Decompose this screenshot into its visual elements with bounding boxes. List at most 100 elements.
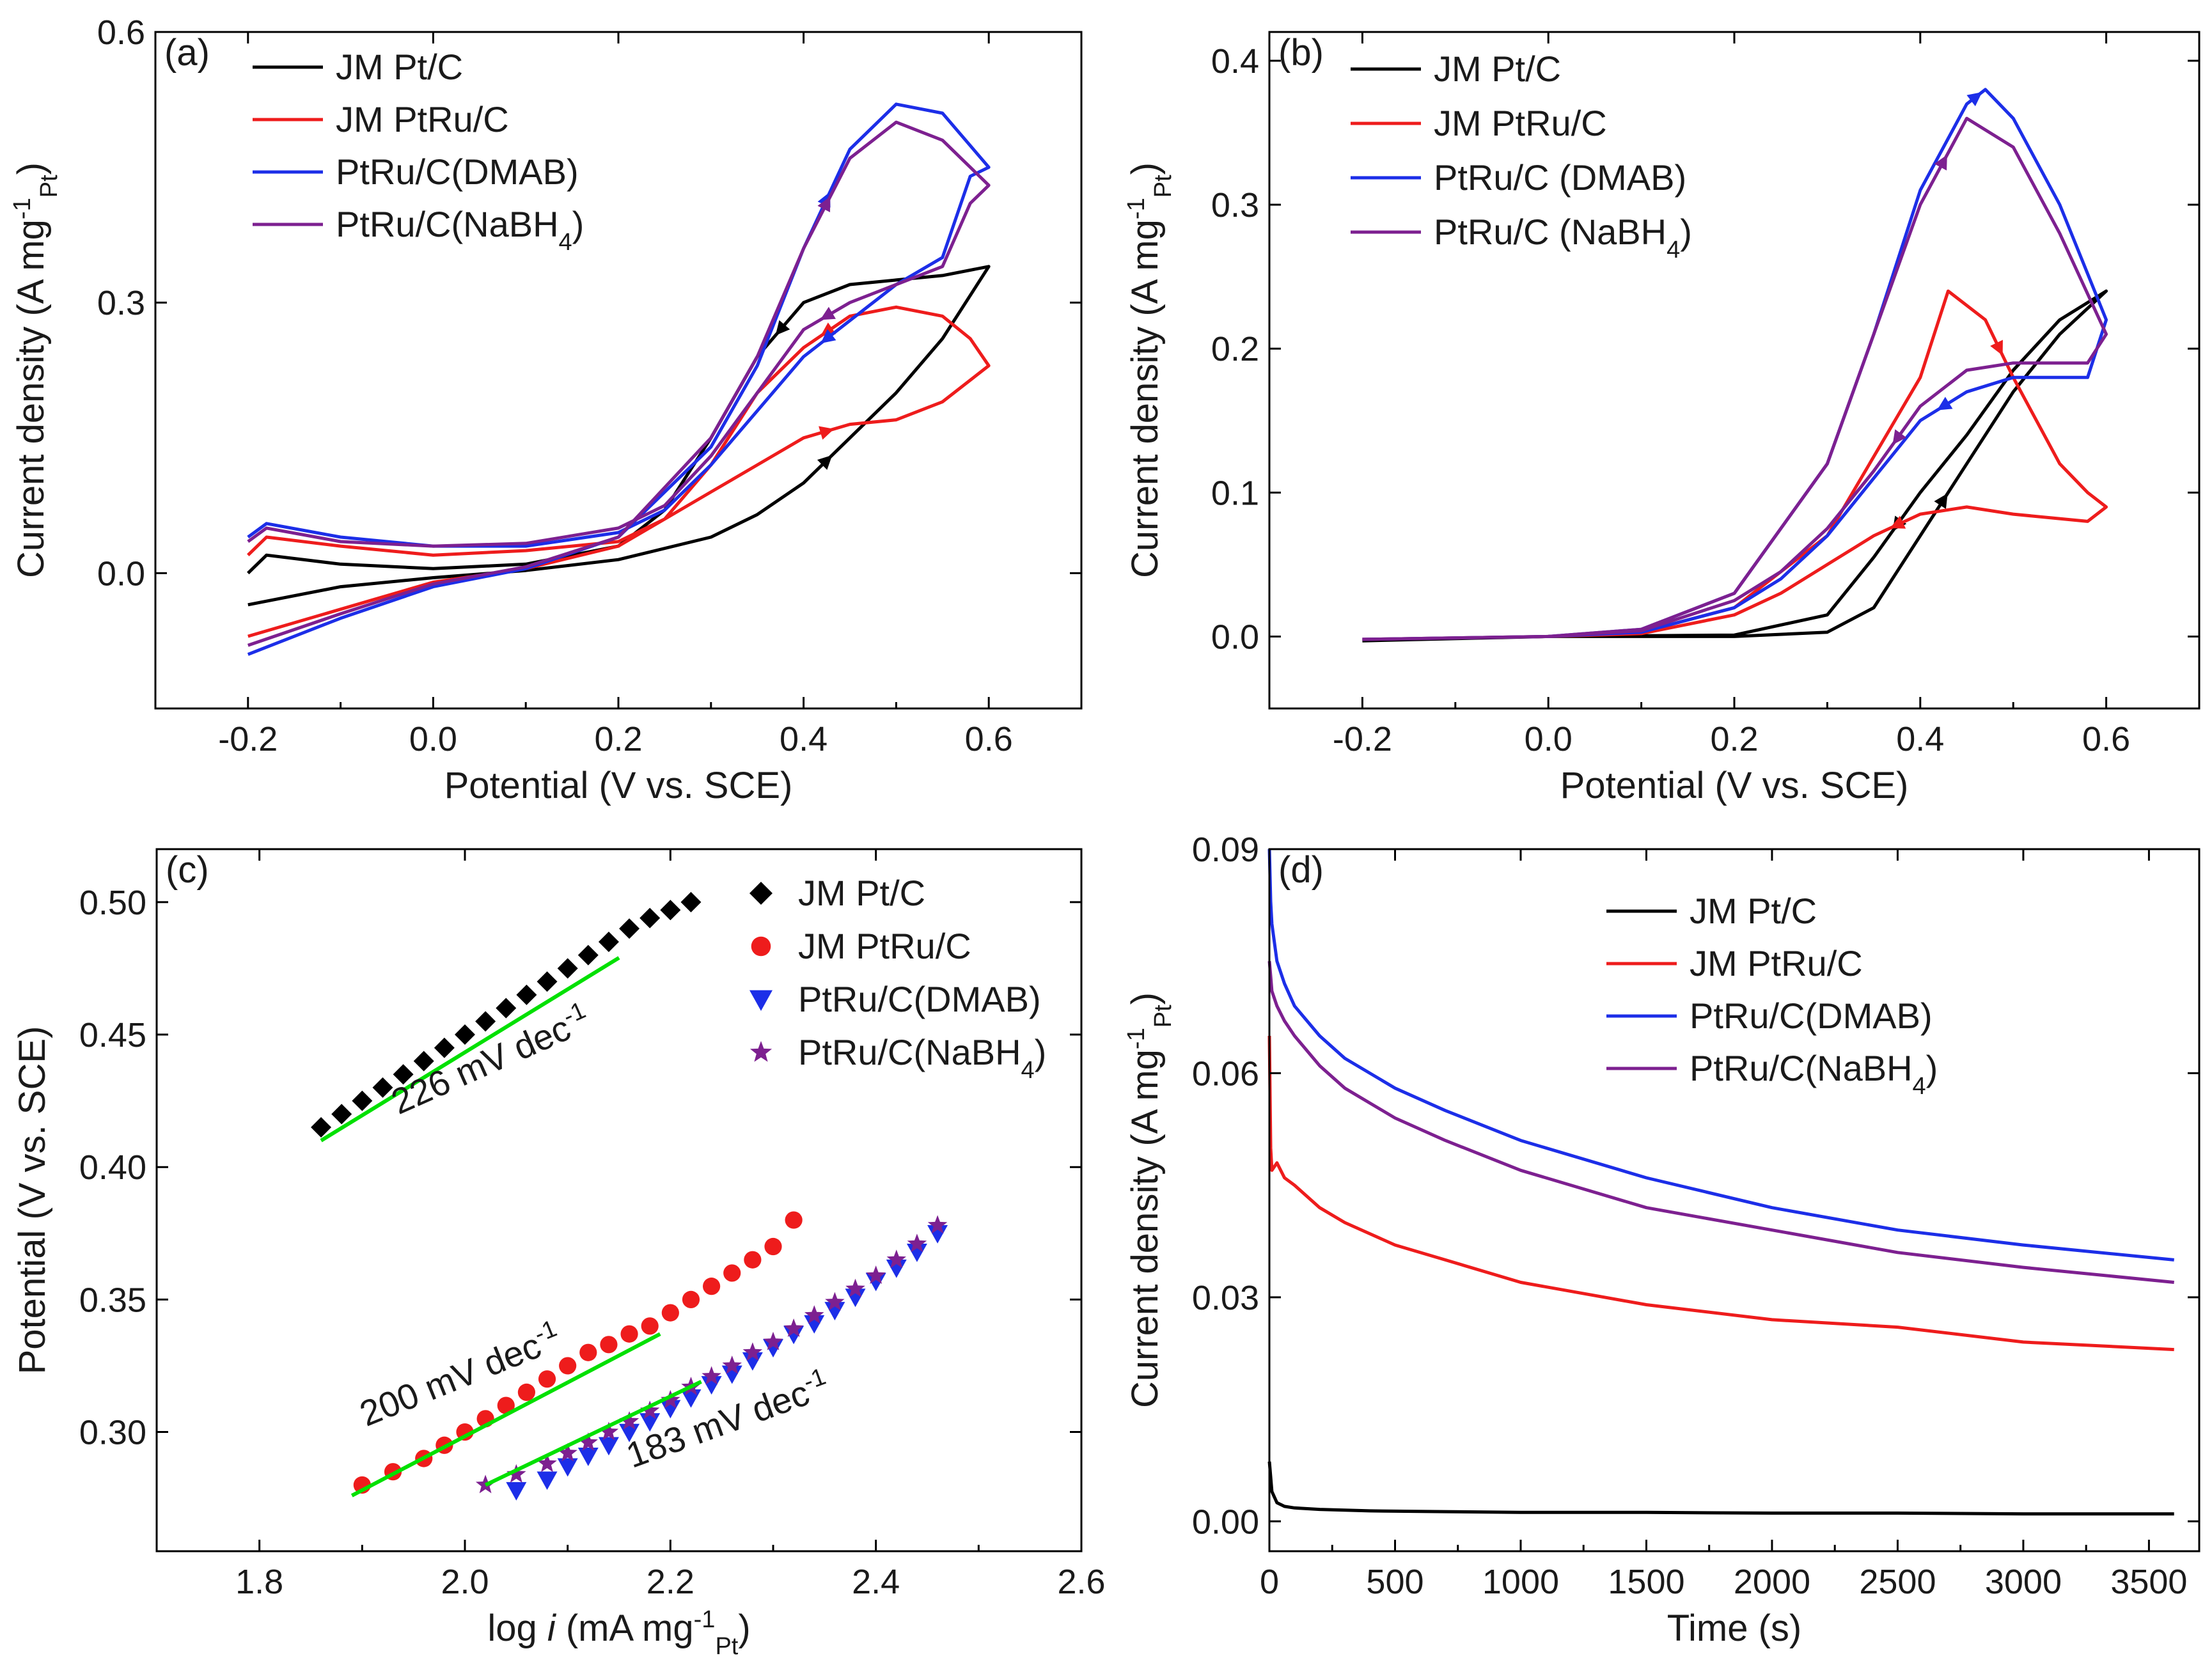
data-point <box>537 1471 558 1490</box>
y-axis-title: Current density (A mg-1Pt) <box>9 162 63 578</box>
data-point <box>577 1448 599 1466</box>
panel-label: (d) <box>1278 849 1324 891</box>
data-point <box>558 1443 577 1462</box>
y-title-main: Current density (A mg <box>1124 1049 1166 1408</box>
label-main: PtRu/C(DMAB) <box>798 979 1041 1019</box>
data-point <box>660 900 681 921</box>
label-main: PtRu/C (DMAB) <box>1434 157 1686 198</box>
x-tick-label: 3500 <box>2110 1563 2187 1601</box>
label-main: JM Pt/C <box>1434 49 1561 89</box>
direction-arrow <box>1890 515 1906 529</box>
data-point <box>311 1117 332 1138</box>
panel-label: (b) <box>1278 32 1324 74</box>
series-line <box>1362 289 2108 641</box>
label-sub: 4 <box>1021 1057 1035 1084</box>
y-title-end: ) <box>1124 992 1166 1005</box>
x-title-sup: -1 <box>694 1606 716 1633</box>
y-tick-label: 0.09 <box>1192 831 1259 869</box>
x-tick-label: -0.2 <box>1333 720 1392 758</box>
label-main: PtRu/C(NaBH <box>1690 1048 1913 1088</box>
label-end: ) <box>1926 1048 1938 1088</box>
data-point <box>506 1482 527 1501</box>
data-point <box>751 936 771 957</box>
data-point <box>599 1421 619 1441</box>
label-end: ) <box>572 204 584 244</box>
data-point <box>865 1272 886 1292</box>
label-end: ) <box>1035 1032 1047 1072</box>
data-point <box>620 1325 638 1343</box>
y-axis-title: Current density (A mg-1Pt) <box>1123 162 1177 578</box>
x-tick-label: 0.6 <box>965 720 1013 758</box>
data-point <box>537 971 558 992</box>
series-line <box>1267 1035 2174 1352</box>
data-point <box>749 882 773 905</box>
data-point <box>763 1339 783 1357</box>
x-tick-label: 1.8 <box>235 1563 283 1601</box>
data-point <box>393 1064 414 1085</box>
legend-label: JM PtRu/C <box>798 926 971 966</box>
data-point <box>577 944 599 966</box>
data-point <box>434 1037 455 1058</box>
y-tick-label: 0.0 <box>1211 618 1259 656</box>
data-point <box>619 918 640 939</box>
x-tick-label: 2.2 <box>647 1563 694 1601</box>
direction-arrow <box>1892 429 1907 445</box>
data-point <box>660 1400 681 1419</box>
data-point <box>680 891 702 912</box>
panel-a: -0.2 0.0 0.2 0.4 0.6 0.0 0.3 0.6 (a) Potential (V… <box>9 13 1083 806</box>
direction-arrow <box>819 426 835 440</box>
direction-arrow <box>817 196 831 212</box>
label-main: PtRu/C(NaBH <box>798 1032 1021 1072</box>
data-point <box>506 1464 526 1483</box>
series-line <box>1267 849 2174 1262</box>
panel-label: (c) <box>166 849 209 891</box>
y-tick-label: 0.30 <box>79 1414 146 1452</box>
data-point <box>866 1265 886 1284</box>
data-point <box>559 1357 577 1375</box>
data-point <box>641 1317 659 1335</box>
direction-arrow <box>817 455 833 470</box>
data-point <box>703 1278 721 1295</box>
data-point <box>475 1011 496 1032</box>
panel-label: (a) <box>164 32 210 74</box>
x-tick-label: 2.4 <box>852 1563 900 1601</box>
y-tick-label: 0.1 <box>1211 474 1259 512</box>
data-point <box>579 1343 597 1361</box>
data-point <box>537 1453 557 1473</box>
data-point <box>804 1305 824 1324</box>
series-line <box>1362 289 2108 643</box>
y-tick-label: 0.03 <box>1192 1279 1259 1317</box>
series-line <box>1267 1461 2174 1516</box>
x-tick-label: 0.2 <box>594 720 642 758</box>
x-tick-label: 1500 <box>1608 1563 1684 1601</box>
data-point <box>824 1302 845 1320</box>
x-tick-label: 500 <box>1366 1563 1424 1601</box>
data-point <box>517 1383 536 1401</box>
y-title-sub: Pt <box>36 175 63 198</box>
y-title-sub: Pt <box>1150 175 1177 198</box>
y-title-sup: -1 <box>1123 198 1150 219</box>
series-line <box>1267 960 2174 1284</box>
y-tick-label: 0.06 <box>1192 1054 1259 1093</box>
legend-label: PtRu/C(NaBH4) <box>336 204 584 256</box>
data-point <box>578 1432 598 1451</box>
legend-label: PtRu/C(NaBH4) <box>798 1032 1046 1084</box>
data-point <box>927 1224 948 1244</box>
data-point <box>845 1278 865 1297</box>
x-tick-label: 0.6 <box>2082 720 2130 758</box>
series-line <box>1362 116 2108 641</box>
x-title-main: log <box>487 1607 547 1649</box>
y-title-end: ) <box>10 162 52 175</box>
label-main: JM Pt/C <box>798 873 925 913</box>
data-point <box>640 1400 660 1419</box>
x-tick-label: 2500 <box>1859 1563 1936 1601</box>
x-title-italic: i <box>547 1607 557 1649</box>
legend-label: JM Pt/C <box>1690 891 1817 931</box>
x-tick-label: 0.4 <box>1896 720 1944 758</box>
data-point <box>372 1077 393 1098</box>
direction-arrow <box>820 306 836 320</box>
x-tick-label: 0 <box>1260 1563 1279 1601</box>
label-main: JM Pt/C <box>336 47 463 87</box>
y-axis-title: Current density (A mg-1Pt) <box>1123 992 1177 1408</box>
